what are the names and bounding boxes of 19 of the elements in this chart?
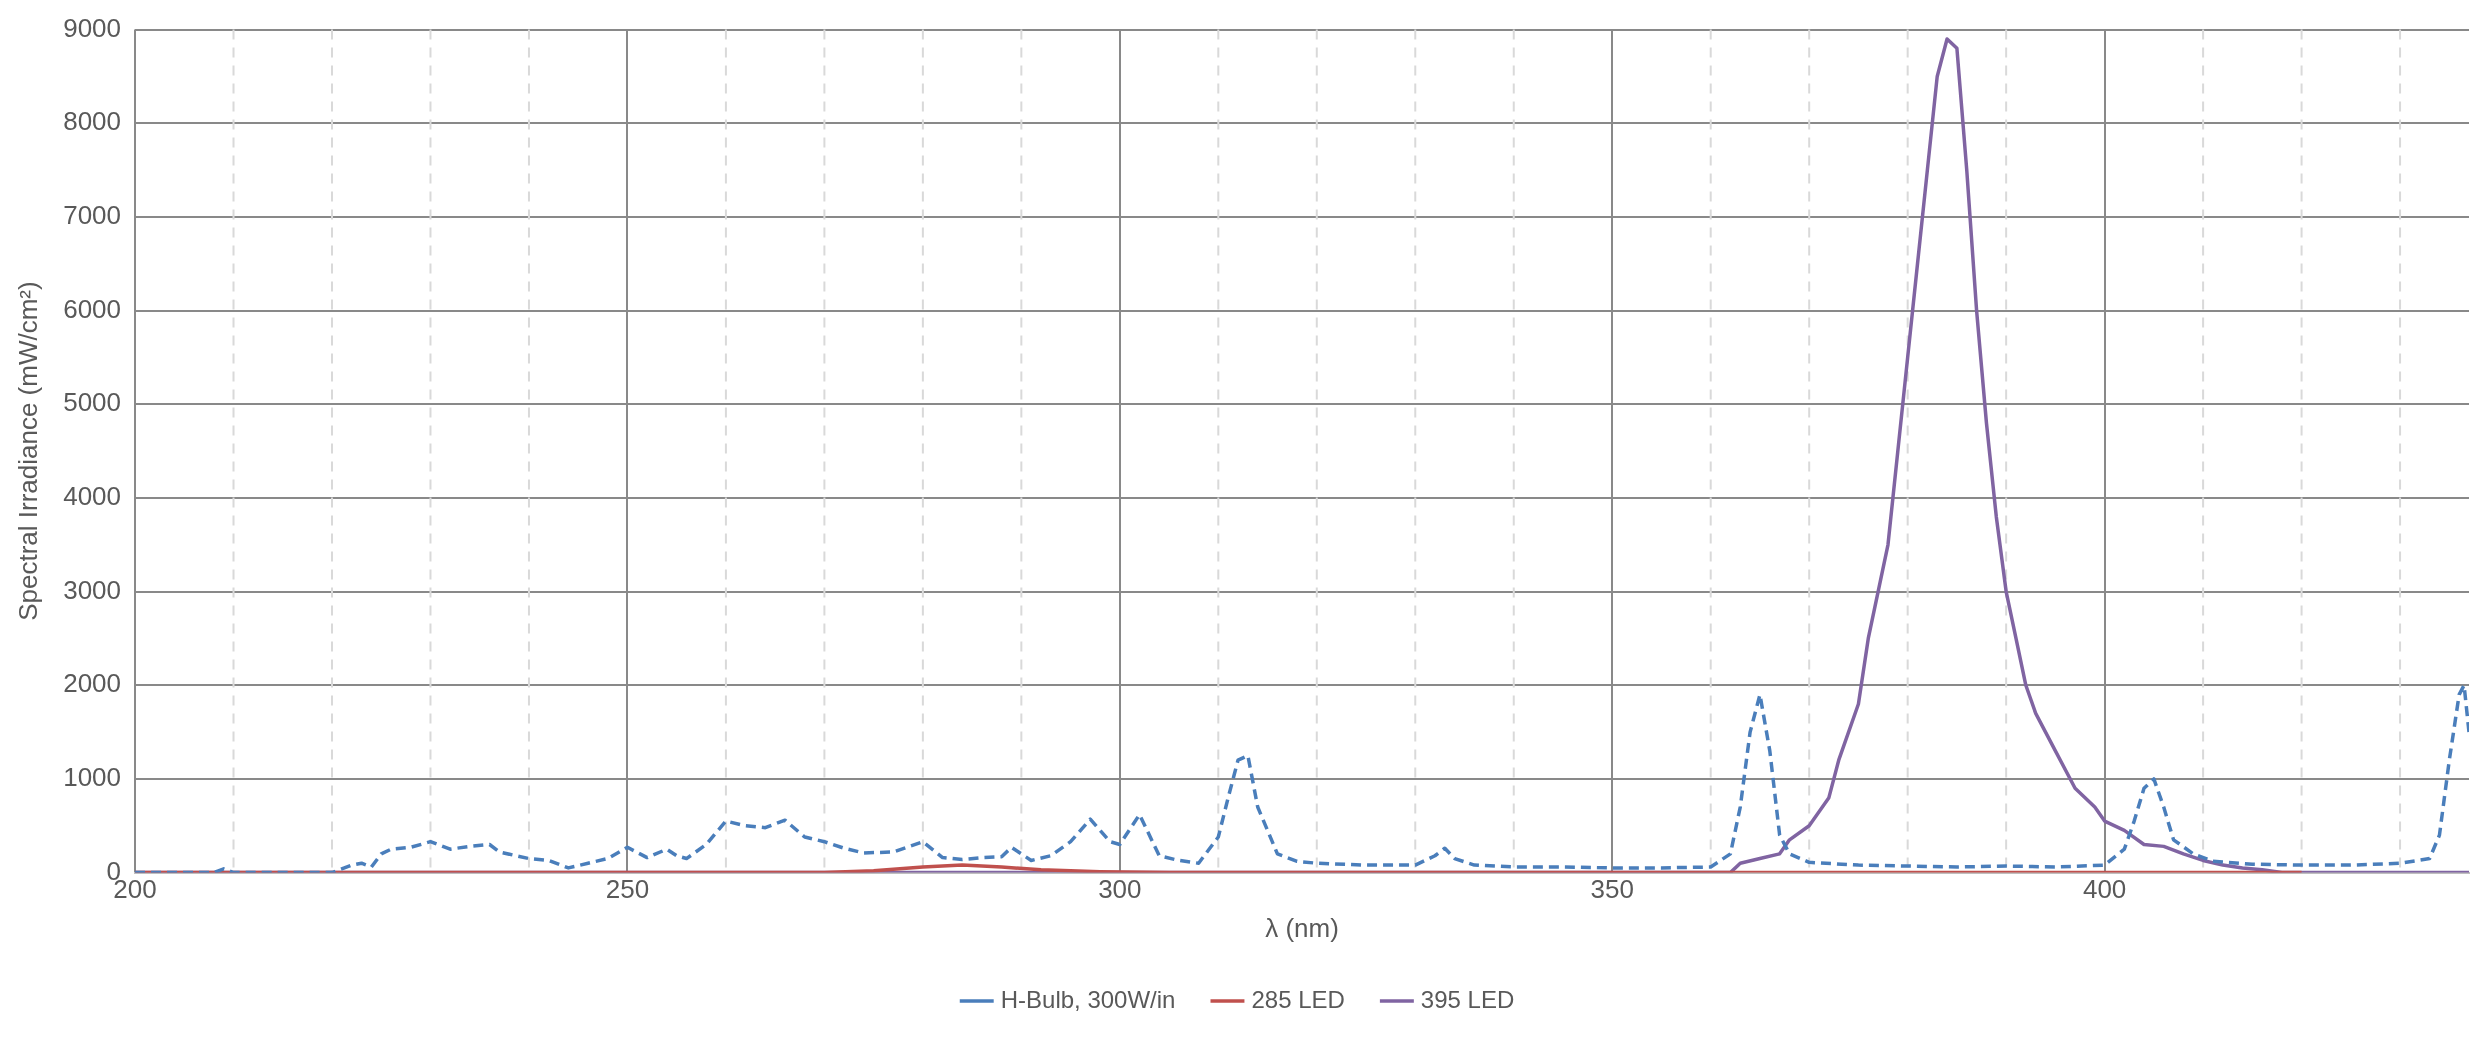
x-axis-title: λ (nm) xyxy=(1265,912,1339,943)
legend-label: 395 LED xyxy=(1420,985,1515,1013)
y-tick-label: 7000 xyxy=(63,200,122,231)
y-tick-label: 2000 xyxy=(63,668,122,699)
y-tick-label: 3000 xyxy=(63,574,122,605)
x-tick-label: 400 xyxy=(2082,874,2127,905)
x-tick-label: 250 xyxy=(605,874,650,905)
legend-label: 285 LED xyxy=(1251,985,1345,1013)
y-tick-label: 9000 xyxy=(63,12,122,43)
y-tick-label: 4000 xyxy=(63,481,122,512)
line-series xyxy=(135,683,2469,873)
y-axis-title: Spectral Irradiance (mW/cm²) xyxy=(12,281,43,621)
legend-label: H-Bulb, 300W/in xyxy=(1000,985,1176,1013)
y-tick-label: 6000 xyxy=(63,293,122,324)
x-tick-label: 300 xyxy=(1098,874,1142,905)
y-tick-label: 5000 xyxy=(63,387,122,418)
y-tick-label: 1000 xyxy=(63,762,122,793)
x-tick-label: 350 xyxy=(1590,874,1634,905)
y-tick-label: 8000 xyxy=(63,106,122,137)
